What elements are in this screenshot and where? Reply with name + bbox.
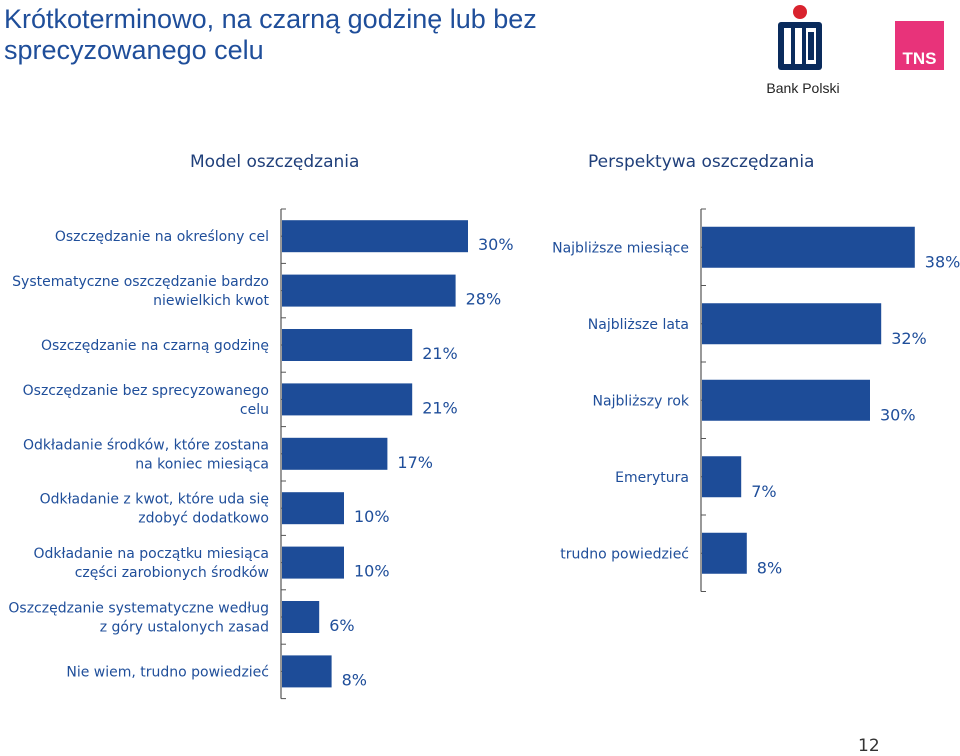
pko-bank-polski-logo: Bank Polski xyxy=(760,2,846,102)
bar xyxy=(702,226,915,268)
category-label: zdobyć dodatkowo xyxy=(138,511,269,527)
page-title: Krótkoterminowo, na czarną godzinę lub b… xyxy=(4,4,537,65)
category-label: Nie wiem, trudno powiedzieć xyxy=(66,664,269,680)
pko-emblem-icon xyxy=(778,5,822,70)
bar xyxy=(702,303,882,345)
category-label: Oszczędzanie na czarną godzinę xyxy=(41,338,269,354)
data-label: 21% xyxy=(422,398,458,417)
data-label: 10% xyxy=(354,507,390,526)
bar xyxy=(702,379,870,421)
data-label: 6% xyxy=(329,616,354,635)
tns-logo-text: TNS xyxy=(902,49,937,68)
left-chart-title: Model oszczędzania xyxy=(190,152,360,172)
category-label: na koniec miesiąca xyxy=(135,456,269,472)
data-label: 21% xyxy=(422,344,458,363)
category-label: Emerytura xyxy=(615,470,689,486)
category-label: Systematyczne oszczędzanie bardzo xyxy=(12,274,269,290)
bar xyxy=(282,492,344,525)
data-label: 8% xyxy=(342,670,367,689)
bar xyxy=(282,437,388,470)
data-label: 30% xyxy=(880,405,916,424)
category-label: Oszczędzanie bez sprecyzowanego xyxy=(23,383,269,399)
data-label: 17% xyxy=(397,453,433,472)
bar xyxy=(282,220,468,253)
bar xyxy=(282,329,413,361)
bar xyxy=(282,546,344,579)
category-label: z góry ustalonych zasad xyxy=(100,620,269,636)
bar xyxy=(282,383,413,416)
bar xyxy=(282,601,320,633)
bank-name: Bank Polski xyxy=(766,80,840,96)
bar xyxy=(282,274,456,307)
page-number: 12 xyxy=(858,736,880,756)
right-chart-title: Perspektywa oszczędzania xyxy=(588,152,815,172)
category-label: Najbliższe lata xyxy=(588,317,689,333)
category-label: Najbliższy rok xyxy=(593,393,690,409)
category-label: niewielkich kwot xyxy=(153,293,269,309)
bar xyxy=(702,532,747,574)
data-label: 7% xyxy=(751,482,776,501)
category-label: Najbliższe miesiące xyxy=(552,240,689,256)
data-label: 30% xyxy=(478,235,514,254)
tns-logo: TNS xyxy=(895,21,944,70)
data-label: 32% xyxy=(891,329,927,348)
category-label: Odkładanie na początku miesiąca xyxy=(33,546,269,562)
bar xyxy=(282,655,332,688)
category-label: części zarobionych środków xyxy=(75,565,269,581)
category-label: Oszczędzanie na określony cel xyxy=(55,229,269,245)
data-label: 38% xyxy=(925,252,960,271)
category-label: Odkładanie środków, które zostana xyxy=(23,437,269,453)
data-label: 28% xyxy=(466,290,502,309)
category-label: Odkładanie z kwot, które uda się xyxy=(40,492,269,508)
bar xyxy=(702,456,742,498)
category-label: celu xyxy=(240,402,269,418)
data-label: 8% xyxy=(757,558,782,577)
data-label: 10% xyxy=(354,562,390,581)
category-label: trudno powiedzieć xyxy=(560,546,689,562)
category-label: Oszczędzanie systematyczne według xyxy=(8,601,269,617)
